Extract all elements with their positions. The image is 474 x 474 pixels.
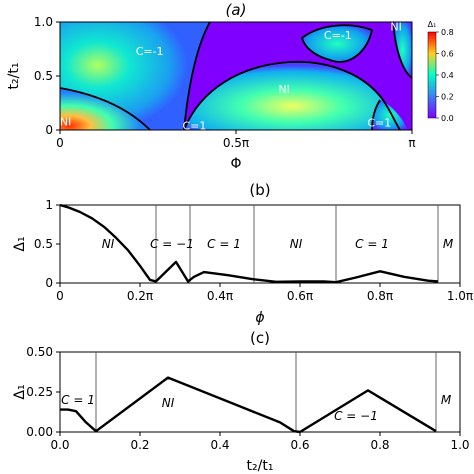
panel-a-ytick-label: 1.0 [34,15,53,29]
colorbar-tick-label: 0.8 [441,28,454,37]
panel-c-region-label: M [441,393,452,407]
panel-b-xtick-label: 0.6π [287,289,313,303]
panel-a-region-label: C=-1 [324,29,352,42]
panel-b-region-label: C = −1 [150,237,194,251]
panel-a-region-label: C=-1 [136,45,164,58]
panel-b-xtick-label: 0.8π [367,289,393,303]
panel-a-region-label: NI [60,115,71,128]
panel-b-region-label: C = 1 [355,237,389,251]
panel-b-xtick-label: 1.0π [447,289,473,303]
panel-b-region-label: C = 1 [207,237,241,251]
panel-c-region-label: NI [162,396,175,410]
panel-a-xtick-label: 0 [56,136,64,150]
panel-a-xlabel: Φ [230,156,241,172]
panel-c: (c) C = 1 NI C = −1 M 0.0 0.2 0.4 0.6 0.8 1.0 0.… [12,329,470,474]
panel-b-ytick-label: 1 [45,198,53,212]
panel-a-region-label: NI [278,83,289,96]
panel-a-xtick-label: 0.5π [223,136,249,150]
panel-c-xtick-label: 0.6 [290,438,309,452]
panel-c-xtick-label: 0.2 [130,438,149,452]
panel-b-ylabel: Δ₁ [12,236,28,251]
colorbar-tick-label: 0.0 [441,114,454,123]
panel-c-gap-line [60,376,437,434]
panel-b-xtick-label: 0.2π [127,289,153,303]
panel-b-frame [59,204,461,284]
colorbar-tick-label: 0.6 [441,50,454,59]
panel-a-ylabel: t₂/t₁ [6,63,22,90]
panel-b-region-label: NI [102,237,115,251]
panel-a: (a) C=-1 NI C=1 NI C=-1 NI C=1 0 0.5π π 0 [6,1,454,172]
panel-c-region-label: C = 1 [61,393,95,407]
panel-c-ytick-label: 0.50 [26,345,53,359]
panel-c-xtick-label: 0.4 [210,438,229,452]
panel-b-region-label: M [443,237,454,251]
colorbar-tick-label: 0.4 [441,71,454,80]
panel-a-title: (a) [226,1,247,19]
panel-b-region-label: NI [290,237,303,251]
panel-b-title: (b) [249,181,270,199]
panel-a-region-label: C=1 [367,116,391,129]
panel-c-xtick-label: 0.8 [370,438,389,452]
panel-c-ytick-label: 0.00 [26,425,53,439]
panel-b-gap-line [59,203,439,284]
panel-c-ylabel: Δ₁ [12,384,28,399]
panel-c-region-label: C = −1 [334,409,378,423]
panel-a-xtick-label: π [408,136,415,150]
panel-a-ytick-label: 0 [45,123,53,137]
panel-c-title: (c) [250,329,270,347]
panel-c-xtick-label: 0.0 [50,438,69,452]
panel-c-xtick-label: 1.0 [450,438,469,452]
colorbar: Δ₁ 0.0 0.2 0.4 0.6 0.8 [428,20,454,123]
panel-a-region-label: C=1 [183,120,207,133]
panel-c-ytick-label: 0.25 [26,385,53,399]
panel-a-region-label: NI [390,20,401,33]
panel-b-xlabel: ϕ [255,310,264,326]
panel-b-ytick-label: 0 [45,276,53,290]
panel-b-xtick-label: 0 [56,289,64,303]
panel-b-ytick-label: 0.5 [34,237,53,251]
panel-c-frame [59,351,461,433]
panel-c-xlabel: t₂/t₁ [247,458,274,474]
colorbar-label: Δ₁ [428,20,437,29]
panel-b: (b) NI C = −1 C = 1 NI C = 1 M 0 0.2π 0.4π 0.6π 0… [12,181,473,326]
panel-a-ytick-label: 0.5 [34,69,53,83]
panel-b-xtick-label: 0.4π [207,289,233,303]
heatmap-image [60,22,412,130]
colorbar-tick-label: 0.2 [441,93,454,102]
